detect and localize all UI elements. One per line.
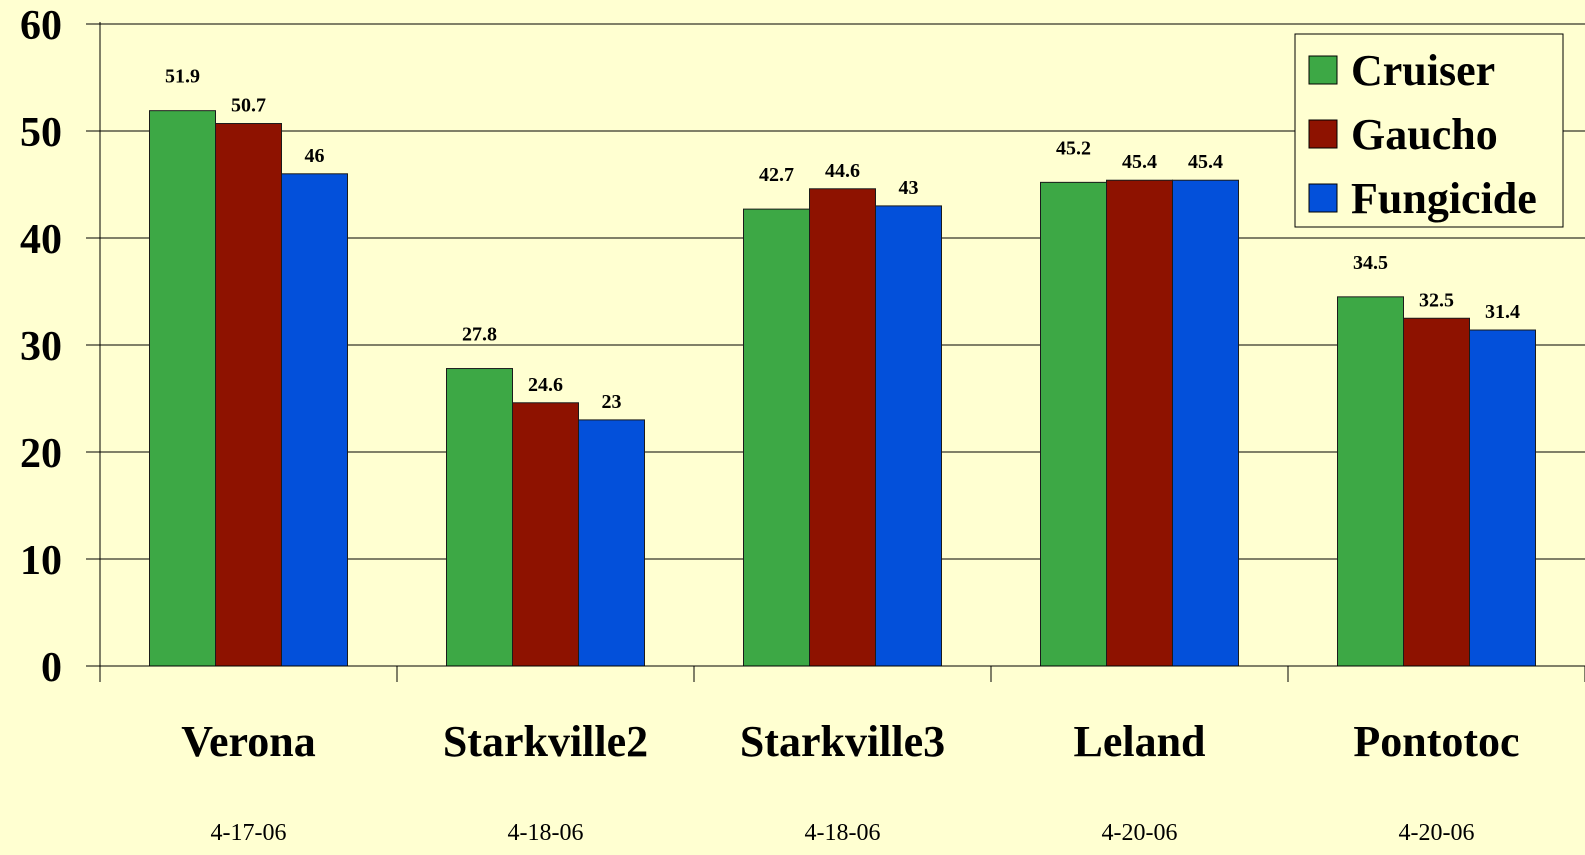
x-axis-categories: Verona 4-17-06 Starkville2 4-18-06 Starkvill… [181, 717, 1519, 846]
data-labels: 51.9 50.7 46 27.8 24.6 23 42.7 44.6 43 45.2 45.4 45… [165, 66, 1520, 413]
data-label: 44.6 [825, 160, 860, 182]
bar-gaucho [215, 123, 282, 667]
x-category-label: Pontotoc [1353, 717, 1519, 766]
legend: Cruiser Gaucho Fungicide [1294, 33, 1564, 228]
legend-box [1294, 33, 1564, 228]
data-label: 32.5 [1419, 289, 1454, 311]
x-date-label: 4-18-06 [805, 820, 881, 846]
y-tick-label: 0 [41, 645, 62, 691]
data-label: 45.4 [1122, 151, 1157, 173]
data-label: 42.7 [759, 164, 794, 186]
legend-swatch-gaucho [1308, 119, 1338, 149]
data-label: 45.2 [1056, 137, 1091, 159]
data-label: 27.8 [462, 324, 497, 346]
data-label: 31.4 [1485, 301, 1520, 323]
y-tick-label: 10 [20, 538, 62, 584]
data-label: 24.6 [528, 374, 563, 396]
x-category-label: Starkville3 [740, 717, 945, 766]
legend-swatch-cruiser [1308, 55, 1338, 85]
legend-label: Gaucho [1351, 110, 1498, 159]
y-tick-label: 30 [20, 324, 62, 370]
bar-fungicide [875, 205, 942, 667]
bar-fungicide [578, 419, 645, 667]
x-category-label: Leland [1073, 717, 1205, 766]
bar-fungicide [1172, 179, 1239, 667]
data-label: 45.4 [1188, 151, 1223, 173]
bar-fungicide [281, 173, 348, 667]
bar-fungicide [1469, 329, 1536, 667]
bar-gaucho [809, 188, 876, 667]
legend-swatch-fungicide [1308, 183, 1338, 213]
bar-cruiser [446, 368, 513, 667]
bar-cruiser [1040, 181, 1107, 667]
x-date-label: 4-20-06 [1399, 820, 1475, 846]
bar-gaucho [1106, 179, 1173, 667]
data-label: 23 [602, 391, 622, 413]
y-tick-label: 60 [20, 3, 62, 49]
x-date-label: 4-18-06 [508, 820, 584, 846]
x-date-label: 4-17-06 [211, 820, 287, 846]
legend-label: Cruiser [1351, 46, 1495, 95]
x-category-label: Starkville2 [443, 717, 648, 766]
bar-cruiser [1337, 296, 1404, 667]
data-label: 50.7 [231, 95, 266, 117]
y-tick-label: 40 [20, 217, 62, 263]
y-axis-ticks: 0 10 20 30 40 50 60 [20, 3, 62, 691]
data-label: 43 [899, 177, 919, 199]
x-category-label: Verona [181, 717, 315, 766]
axes [86, 22, 1585, 682]
data-label: 34.5 [1353, 252, 1388, 274]
bar-gaucho [1403, 317, 1470, 667]
data-label: 51.9 [165, 66, 200, 88]
y-tick-label: 20 [20, 431, 62, 477]
y-tick-label: 50 [20, 110, 62, 156]
x-date-label: 4-20-06 [1102, 820, 1178, 846]
bar-cruiser [743, 208, 810, 667]
bar-cruiser [149, 110, 216, 667]
bar-gaucho [512, 402, 579, 667]
bars [149, 110, 1536, 667]
legend-label: Fungicide [1351, 174, 1537, 223]
data-label: 46 [305, 145, 325, 167]
